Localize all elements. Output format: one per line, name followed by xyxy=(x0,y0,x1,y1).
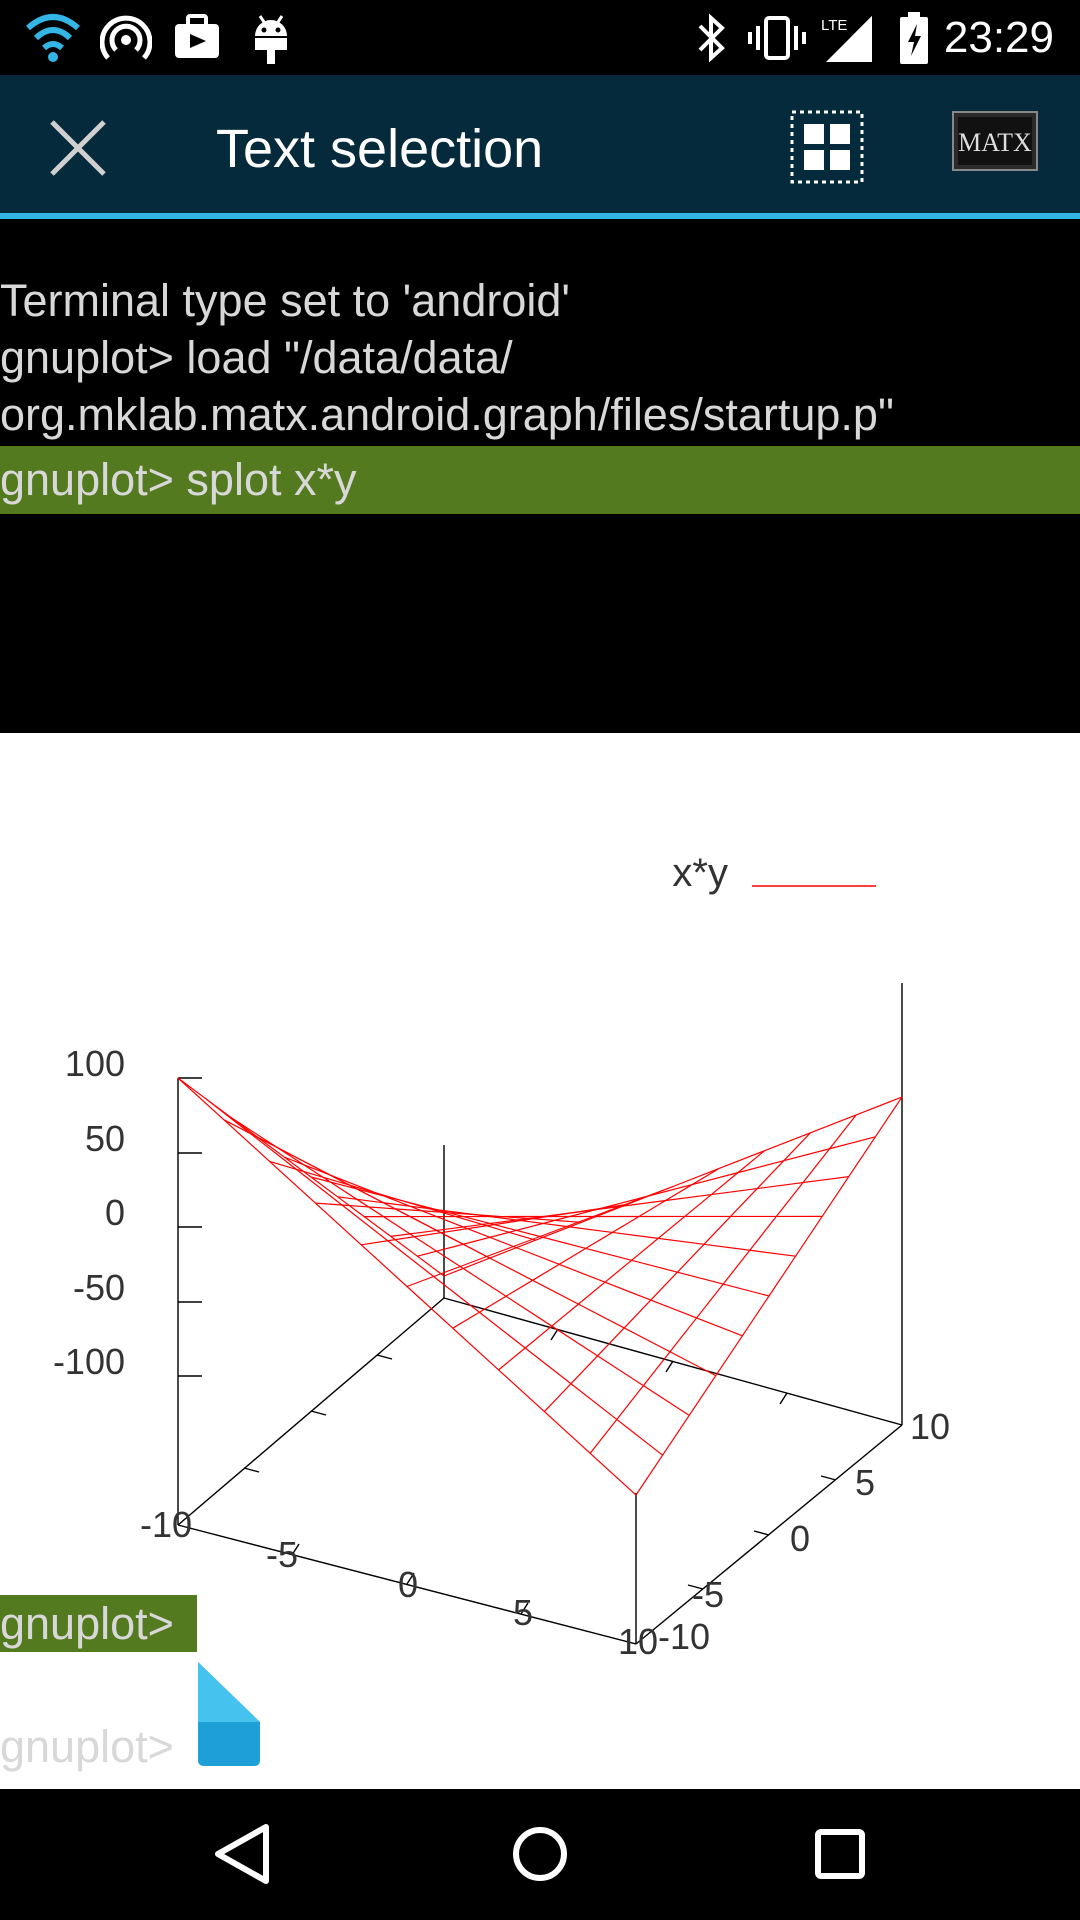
home-icon[interactable] xyxy=(495,1809,585,1899)
bluetooth-icon xyxy=(698,13,725,63)
legend-label: x*y xyxy=(672,851,728,895)
surface-line-y xyxy=(284,1156,743,1337)
surface-line-y xyxy=(310,1176,770,1297)
hotspot-icon xyxy=(100,15,152,60)
recents-icon[interactable] xyxy=(795,1809,885,1899)
surface-mesh xyxy=(177,1077,903,1496)
terminal-line: gnuplot> load "/data/data/ xyxy=(0,332,513,383)
back-icon[interactable] xyxy=(196,1809,286,1899)
x-tick-label: 10 xyxy=(618,1621,658,1662)
surface-line-y xyxy=(390,1176,849,1237)
y-tick-label: -10 xyxy=(658,1616,710,1657)
y-tick-label: 10 xyxy=(910,1406,950,1447)
surface-plot: 100 50 0 -50 -100 -10 -5 0 5 10 -10 -5 0… xyxy=(53,851,950,1662)
terminal-prompt: gnuplot> xyxy=(0,1721,174,1772)
android-debug-icon xyxy=(255,15,287,64)
vibrate-icon xyxy=(748,16,806,60)
matx-logo-text: MATX xyxy=(958,128,1032,157)
x-tick-label: -10 xyxy=(140,1504,192,1545)
matx-logo-button[interactable]: MATX xyxy=(952,111,1038,171)
action-bar: Text selection MATX xyxy=(0,75,1080,213)
plot-box xyxy=(177,983,903,1645)
cell-signal-icon: LTE xyxy=(821,16,872,62)
status-time: 23:29 xyxy=(943,13,1054,62)
x-tick-label: 5 xyxy=(513,1592,533,1633)
surface-line-y xyxy=(230,1117,690,1416)
terminal-prompt-selected: gnuplot> xyxy=(0,1595,197,1652)
terminal-line: org.mklab.matx.android.graph/files/start… xyxy=(0,389,894,440)
action-bar-divider xyxy=(0,213,1080,219)
terminal-line-selected: gnuplot> splot x*y xyxy=(0,446,1080,514)
selection-handle[interactable] xyxy=(196,1660,262,1768)
y-tick-label: 5 xyxy=(855,1462,875,1503)
battery-charging-icon xyxy=(900,12,928,64)
surface-line-y xyxy=(177,1077,637,1496)
z-tick-label: 100 xyxy=(65,1043,125,1084)
z-tick-label: -100 xyxy=(53,1341,125,1382)
briefcase-icon xyxy=(175,14,219,58)
surface-line-y xyxy=(337,1196,796,1257)
x-tick-label: -5 xyxy=(266,1534,298,1575)
navigation-bar xyxy=(0,1789,1080,1920)
z-tick-label: -50 xyxy=(73,1267,125,1308)
terminal-line: Terminal type set to 'android' xyxy=(0,275,570,326)
x-tick-label: 0 xyxy=(398,1564,418,1605)
y-tick-label: 0 xyxy=(790,1518,810,1559)
wifi-icon xyxy=(26,14,80,62)
close-icon[interactable] xyxy=(40,110,116,186)
network-type-label: LTE xyxy=(821,17,847,34)
terminal-output[interactable]: Terminal type set to 'android' gnuplot> … xyxy=(0,219,1080,1813)
y-tick-label: -5 xyxy=(692,1574,724,1615)
select-all-icon[interactable] xyxy=(790,110,864,184)
surface-line-y xyxy=(443,1096,903,1277)
surface-line-y xyxy=(204,1097,663,1456)
page-title: Text selection xyxy=(216,119,544,179)
status-bar: LTE 23:29 xyxy=(0,0,1080,75)
z-tick-label: 0 xyxy=(105,1192,125,1233)
z-tick-label: 50 xyxy=(85,1118,125,1159)
